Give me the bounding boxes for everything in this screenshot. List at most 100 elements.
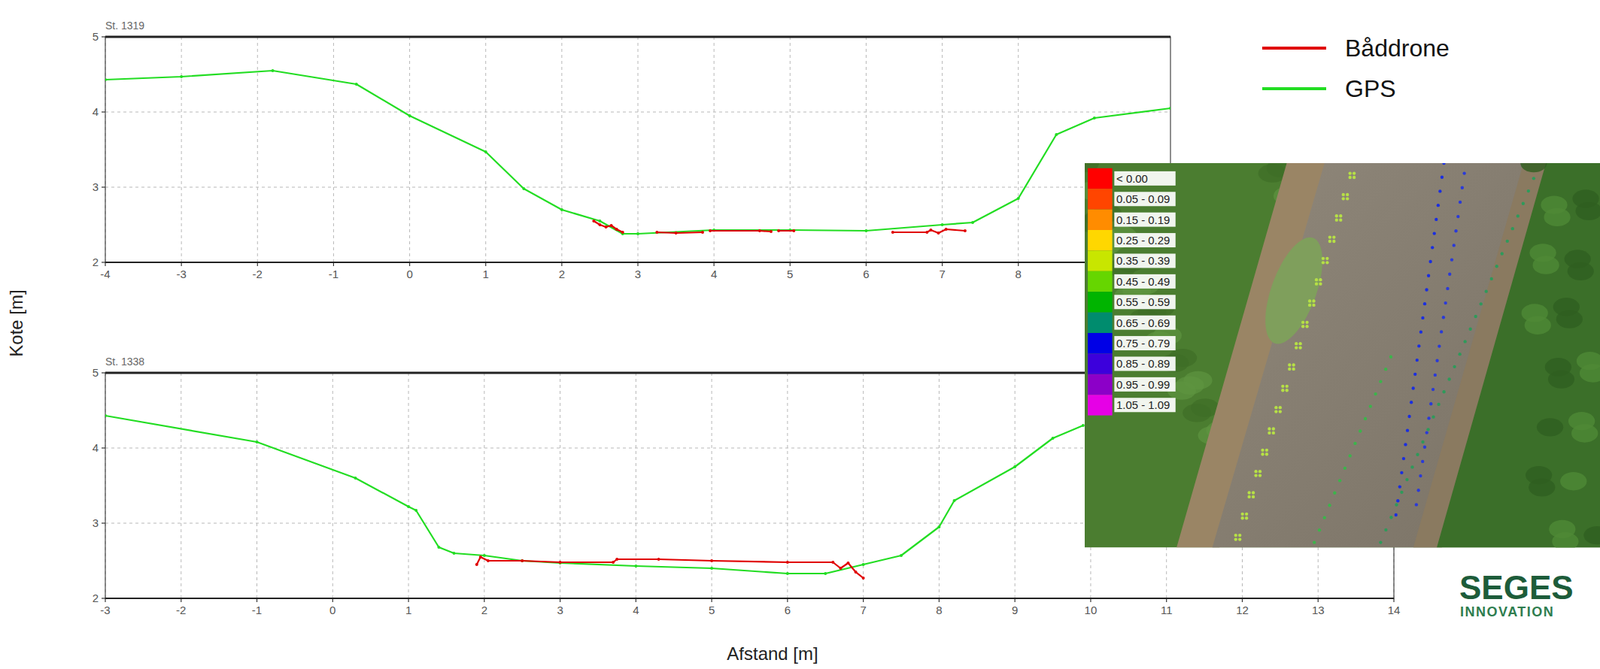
vegetation-texture (1182, 403, 1212, 423)
series-marker (953, 499, 957, 503)
depth-point (1423, 446, 1427, 450)
scale-swatch (1087, 374, 1113, 395)
series-marker (1013, 465, 1017, 469)
series-marker (710, 567, 714, 571)
depth-point (1253, 470, 1257, 474)
depth-point (1474, 315, 1478, 319)
scale-swatch (1087, 394, 1113, 416)
tick-label: 8 (935, 604, 942, 617)
series-marker (929, 228, 933, 232)
series-marker (558, 561, 562, 565)
series-marker (611, 561, 615, 565)
scale-label: 0.45 - 0.49 (1116, 275, 1170, 289)
scale-label: 0.95 - 0.99 (1116, 378, 1170, 392)
scale-label-bg (1114, 294, 1175, 310)
grid-line (1014, 373, 1016, 599)
series-marker (437, 546, 441, 550)
depth-point (1341, 197, 1345, 201)
depth-point (1314, 282, 1318, 286)
tick-label: 4 (710, 267, 717, 281)
depth-point (1260, 452, 1264, 456)
depth-point (1335, 214, 1339, 218)
series-marker (452, 552, 456, 556)
tick-label: 3 (634, 267, 641, 281)
grid-line (333, 36, 334, 263)
series-marker (520, 559, 524, 563)
depth-point (1438, 189, 1442, 193)
depth-point (1462, 171, 1466, 175)
tick-label: 0 (329, 604, 336, 617)
depth-point (1437, 344, 1441, 348)
depth-point (1373, 392, 1377, 396)
tick-mark (101, 372, 106, 374)
depth-point (1460, 186, 1464, 190)
tick-label: 11 (1160, 604, 1173, 617)
depth-point (1450, 258, 1454, 262)
depth-point (1247, 495, 1251, 499)
scale-label-bg (1114, 356, 1175, 371)
legend: Båddrone GPS (1262, 34, 1450, 103)
tick-label: -2 (252, 267, 263, 281)
scale-swatch (1087, 250, 1113, 271)
vegetation-left (1084, 163, 1600, 548)
series-marker (1054, 133, 1058, 137)
depth-point (1363, 417, 1367, 421)
depth-point (1285, 388, 1289, 392)
vegetation-texture (1560, 472, 1587, 491)
tick-mark (101, 111, 106, 113)
legend-label: Båddrone (1344, 34, 1450, 62)
series-marker (475, 563, 479, 567)
vegetation-texture (1536, 418, 1564, 437)
grid-line (938, 373, 940, 599)
scale-label: 0.25 - 0.29 (1116, 233, 1170, 247)
depth-point (1294, 342, 1298, 346)
depth-point (1458, 200, 1462, 204)
tick-label: 13 (1311, 604, 1325, 617)
depth-point (1267, 427, 1271, 431)
scale-label: 0.85 - 0.89 (1116, 357, 1170, 371)
grid-line (1017, 36, 1019, 263)
scale-swatch (1087, 188, 1113, 210)
depth-point (1425, 431, 1429, 435)
depth-point (1244, 513, 1248, 517)
depth-point (1305, 321, 1309, 325)
depth-point (1311, 303, 1315, 307)
tick-label: 5 (786, 267, 793, 281)
vegetation-texture (1521, 303, 1549, 322)
depth-point (1398, 485, 1402, 489)
depth-point (1434, 218, 1438, 222)
depth-point (1433, 373, 1437, 377)
tick-label: -3 (176, 267, 186, 281)
photo-content (1084, 163, 1600, 548)
depth-point (1527, 189, 1531, 193)
depth-point (1420, 316, 1424, 320)
tick-label: 4 (632, 604, 639, 617)
depth-point (1429, 402, 1433, 406)
depth-point (1490, 277, 1494, 281)
depth-point (1430, 245, 1434, 249)
depth-point (1440, 176, 1444, 180)
series-marker (354, 476, 358, 480)
depth-point (1378, 379, 1382, 383)
depth-point (1278, 409, 1282, 413)
depth-point (1247, 491, 1251, 495)
depth-point (1358, 429, 1362, 433)
series-marker (963, 229, 967, 233)
legend-label: GPS (1344, 75, 1397, 103)
depth-point (1423, 302, 1427, 306)
chart-title: St. 1319 (105, 19, 145, 32)
depth-point (1463, 340, 1467, 344)
depth-point (1305, 324, 1309, 328)
depth-point (1343, 467, 1347, 471)
series-marker (558, 561, 562, 565)
depth-point (1325, 261, 1329, 265)
series-marker (414, 509, 418, 513)
depth-point (1442, 390, 1446, 394)
depth-point (1484, 289, 1488, 293)
depth-point (1413, 373, 1417, 377)
series-marker (854, 570, 858, 574)
depth-point (1332, 239, 1336, 243)
scale-label-bg (1114, 336, 1175, 351)
depth-point (1244, 516, 1248, 520)
depth-point (1452, 365, 1456, 369)
